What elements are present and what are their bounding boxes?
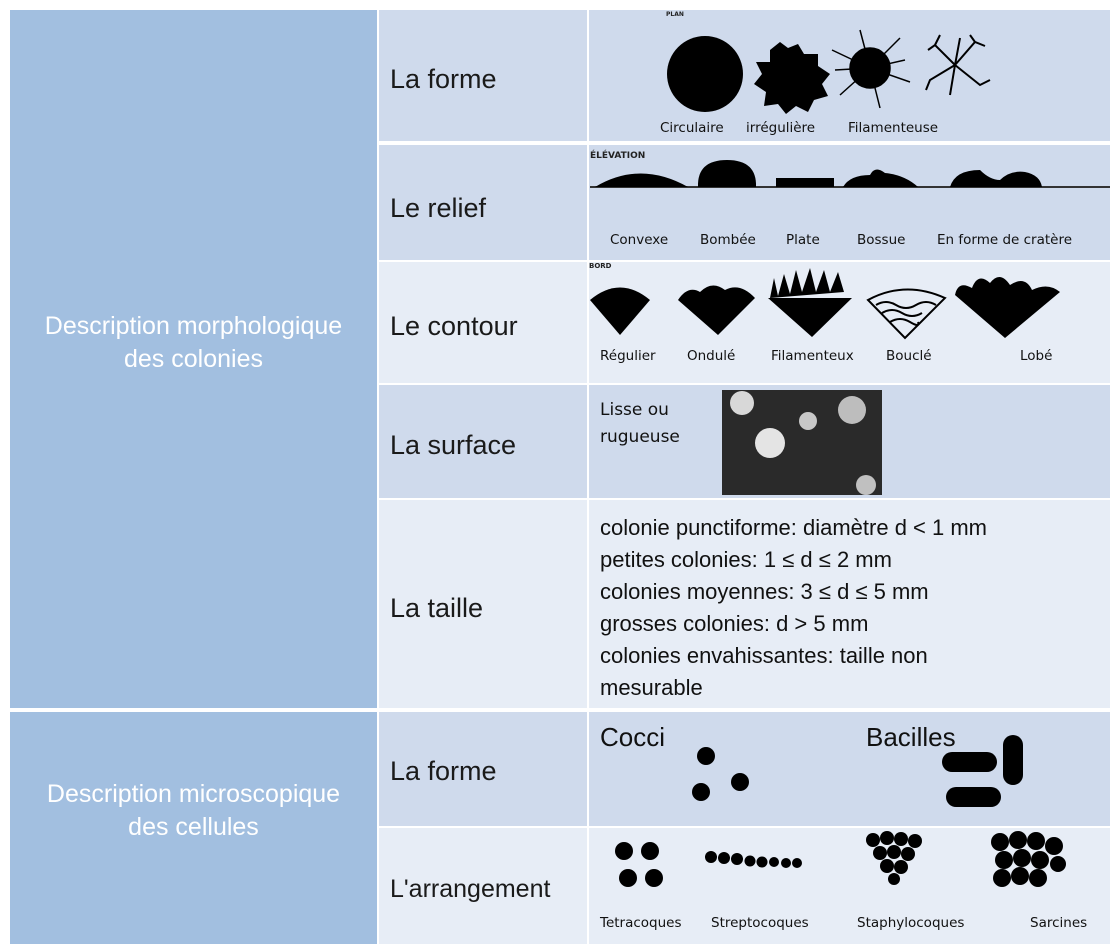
flat-shape bbox=[776, 178, 834, 187]
item-caption: Ondulé bbox=[687, 348, 736, 364]
lobate-edge bbox=[955, 276, 1060, 338]
size-line: grosses colonies: d > 5 mm bbox=[600, 611, 869, 636]
surface-text: Lisse ou rugueuse bbox=[600, 400, 680, 447]
row-content-cell bbox=[589, 500, 1110, 708]
row-label: La forme bbox=[390, 756, 497, 786]
domed-shape bbox=[697, 160, 757, 187]
item-caption: Convexe bbox=[610, 232, 669, 248]
circular-shape bbox=[667, 36, 743, 112]
size-line: colonie punctiforme: diamètre d < 1 mm bbox=[600, 515, 988, 540]
convex-shape bbox=[595, 173, 688, 187]
group-cell bbox=[10, 712, 377, 944]
regular-edge bbox=[590, 287, 650, 335]
row-label: L'arrangement bbox=[390, 875, 551, 903]
item-caption: En forme de cratère bbox=[937, 232, 1073, 248]
surface-photo bbox=[722, 390, 882, 495]
item-caption: Bouclé bbox=[886, 348, 932, 364]
item-caption: Lobé bbox=[1020, 348, 1053, 364]
curled-edge bbox=[866, 288, 947, 340]
shape-contour bbox=[590, 268, 1060, 340]
row-label-cell bbox=[379, 712, 587, 826]
size-line: petites colonies: 1 ≤ d ≤ 2 mm bbox=[600, 547, 892, 572]
item-caption: Sarcines bbox=[1030, 915, 1088, 931]
row-label-cell bbox=[379, 10, 587, 141]
arrangement-shapes bbox=[615, 831, 1066, 887]
item-caption: Régulier bbox=[600, 348, 656, 364]
filamentous-edge bbox=[768, 268, 852, 337]
row-label-cell bbox=[379, 145, 587, 260]
cell-shapes bbox=[692, 735, 1023, 807]
row-content-cell bbox=[589, 145, 1110, 260]
item-caption: Bossue bbox=[857, 232, 906, 248]
branched-shape bbox=[925, 34, 991, 96]
shape-relief bbox=[590, 160, 1110, 188]
section-caption: ÉLÉVATION bbox=[590, 151, 646, 161]
row-label-cell bbox=[379, 500, 587, 708]
shape-forms bbox=[667, 29, 991, 114]
item-caption: Plate bbox=[786, 232, 820, 248]
item-caption: Tetracoques bbox=[600, 915, 682, 931]
row-label-cell bbox=[379, 828, 587, 944]
cell-type: Bacilles bbox=[866, 722, 956, 752]
size-line: colonies moyennes: 3 ≤ d ≤ 5 mm bbox=[600, 579, 929, 604]
row-label: La surface bbox=[390, 430, 517, 460]
row-label: La forme bbox=[390, 64, 497, 94]
cell-type: Cocci bbox=[600, 722, 666, 752]
crateriform-shape bbox=[950, 170, 1042, 187]
item-caption: Circulaire bbox=[660, 120, 724, 136]
group-title: Description morphologique des colonies bbox=[44, 312, 343, 373]
item-caption: Filamenteux bbox=[771, 348, 854, 364]
item-caption: irrégulière bbox=[746, 120, 816, 136]
item-caption: Staphylocoques bbox=[857, 915, 965, 931]
row-label-cell bbox=[379, 385, 587, 498]
row-content-cell bbox=[589, 712, 1110, 826]
item-caption: Bombée bbox=[700, 232, 756, 248]
section-caption: BORD bbox=[589, 262, 612, 270]
filamentous-shape bbox=[831, 29, 911, 109]
undulate-edge bbox=[678, 285, 755, 335]
row-label-cell bbox=[379, 262, 587, 383]
umbonate-shape bbox=[843, 169, 918, 187]
size-line: colonies envahissantes: taille non mesur… bbox=[600, 643, 928, 700]
row-label: La taille bbox=[390, 593, 484, 623]
irregular-shape bbox=[754, 42, 830, 114]
row-label: Le contour bbox=[390, 311, 518, 341]
section-caption: PLAN bbox=[666, 11, 684, 18]
group-title: Description microscopique des cellules bbox=[46, 780, 341, 841]
group-cell bbox=[10, 10, 377, 708]
row-label: Le relief bbox=[390, 193, 487, 223]
item-caption: Filamenteuse bbox=[848, 120, 939, 136]
item-caption: Streptocoques bbox=[711, 915, 809, 931]
